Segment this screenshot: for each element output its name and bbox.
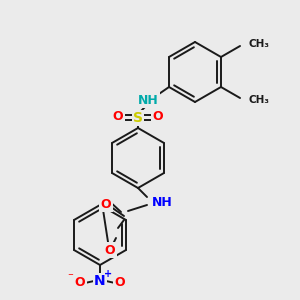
Text: CH₃: CH₃ <box>248 39 269 49</box>
Text: O: O <box>101 197 111 211</box>
Text: O: O <box>75 277 85 290</box>
Text: NH: NH <box>138 94 158 106</box>
Text: +: + <box>104 269 112 279</box>
Text: S: S <box>133 111 143 125</box>
Text: N: N <box>94 274 106 288</box>
Text: O: O <box>113 110 123 122</box>
Text: ⁻: ⁻ <box>67 272 73 282</box>
Text: O: O <box>153 110 163 122</box>
Text: O: O <box>115 277 125 290</box>
Text: CH₃: CH₃ <box>248 95 269 105</box>
Text: NH: NH <box>152 196 173 208</box>
Text: O: O <box>105 244 115 256</box>
